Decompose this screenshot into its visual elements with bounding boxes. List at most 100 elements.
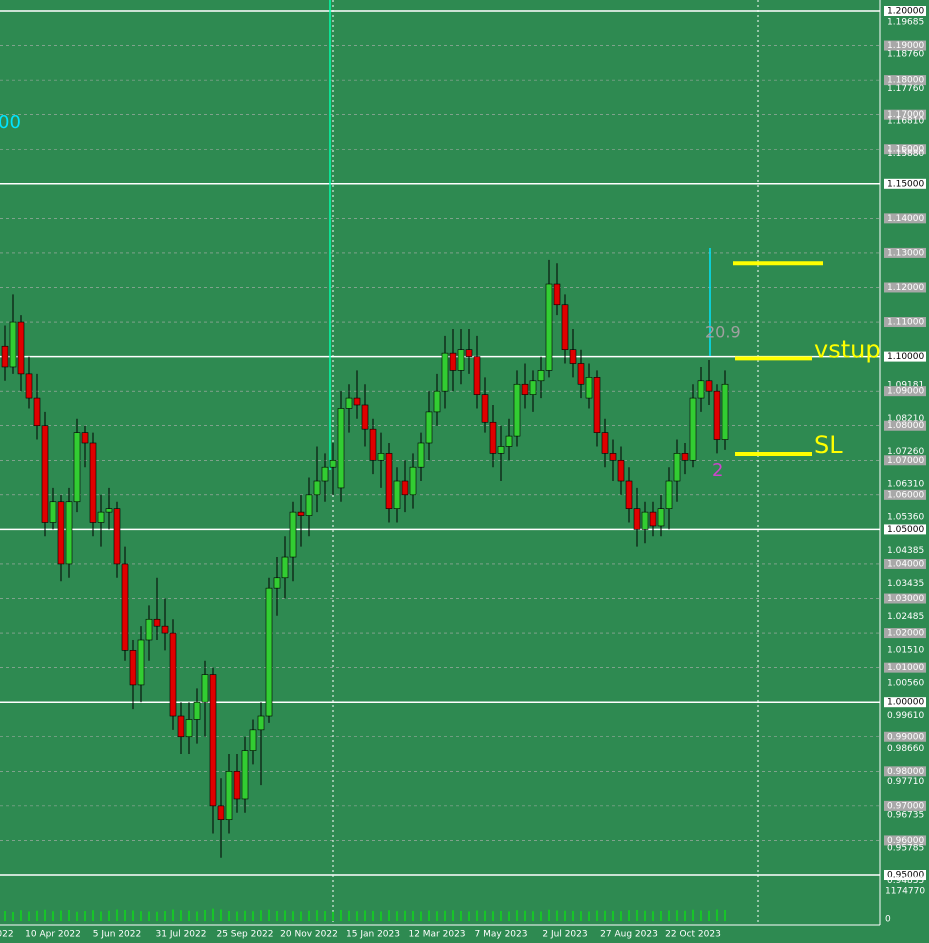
candle-body xyxy=(641,511,649,530)
x-tick-label: 25 Sep 2022 xyxy=(216,930,273,940)
annotation-label: SL xyxy=(814,431,843,459)
candle-body xyxy=(689,397,697,461)
candle-body xyxy=(601,432,609,454)
candle-body xyxy=(65,501,73,565)
y-tick-label: 1.19000 xyxy=(887,41,924,51)
y-tick-label: 1.09181 xyxy=(887,380,924,390)
candle-body xyxy=(625,480,633,509)
candle-body xyxy=(97,511,105,523)
tick-label-box xyxy=(884,662,926,673)
candle-body xyxy=(161,625,169,634)
candle-body xyxy=(521,383,529,395)
candle-body xyxy=(145,618,153,641)
tick-label-box xyxy=(884,628,926,639)
candle-body xyxy=(473,356,481,395)
y-tick-label: 1.08000 xyxy=(887,421,924,431)
y-tick-label: 1.00560 xyxy=(887,678,924,688)
candle-body xyxy=(257,715,265,731)
candle-body xyxy=(121,563,129,651)
candle-body xyxy=(73,432,81,503)
candle-body xyxy=(649,511,657,527)
tick-label-box xyxy=(884,6,926,16)
x-tick-label: 10 Apr 2022 xyxy=(25,930,81,940)
x-tick-label: 31 Jul 2022 xyxy=(156,930,207,940)
candle-body xyxy=(17,321,25,375)
candle-body xyxy=(169,632,177,717)
candle-body xyxy=(217,805,225,821)
tick-label-box xyxy=(884,800,926,811)
candle-body xyxy=(25,373,33,399)
tick-label-box xyxy=(884,144,926,155)
x-tick-label: 7 May 2023 xyxy=(475,930,528,940)
candle-body xyxy=(505,435,513,447)
candle-body xyxy=(681,453,689,461)
y-tick-label: 0.96000 xyxy=(887,836,924,846)
y-tick-label: 1.07260 xyxy=(887,447,924,457)
y-tick-label: 1.04000 xyxy=(887,559,924,569)
candle-body xyxy=(289,511,297,558)
y-tick-label: 1.07000 xyxy=(887,456,924,466)
y-tick-label: 1.02000 xyxy=(887,629,924,639)
tick-label-box xyxy=(884,593,926,604)
tick-label-box xyxy=(884,489,926,500)
y-tick-label: 1.10000 xyxy=(887,352,924,362)
candle-body xyxy=(705,380,713,392)
candle-body xyxy=(489,421,497,454)
tick-label-box xyxy=(884,351,926,362)
y-tick-label: 1.06000 xyxy=(887,490,924,500)
candle-body xyxy=(433,390,441,413)
note: 00 xyxy=(0,112,21,133)
volume-tick-label: 1174770 xyxy=(885,887,925,897)
candle-body xyxy=(193,701,201,720)
y-tick-label: 0.98660 xyxy=(887,744,924,754)
tick-label-box xyxy=(884,386,926,397)
candle-body xyxy=(153,618,161,627)
tick-label-box xyxy=(884,213,926,224)
candle-body xyxy=(513,383,521,437)
y-tick-label: 1.18000 xyxy=(887,76,924,86)
candle-body xyxy=(177,715,185,738)
annotation-label: vstup xyxy=(814,335,881,363)
candle-body xyxy=(297,511,305,516)
y-tick-label: 0.97000 xyxy=(887,801,924,811)
candle-body xyxy=(113,508,121,565)
candle-body xyxy=(265,587,273,717)
candle-body xyxy=(329,459,337,468)
y-tick-label: 1.05360 xyxy=(887,512,924,522)
candle-body xyxy=(337,408,345,489)
candle-body xyxy=(137,639,145,686)
x-tick-label: 15 Jan 2023 xyxy=(346,930,400,940)
y-tick-label: 1.12000 xyxy=(887,283,924,293)
tick-label-box xyxy=(884,282,926,293)
candle-body xyxy=(537,370,545,382)
x-tick-label: 2 Jul 2023 xyxy=(542,930,587,940)
candle-body xyxy=(33,397,41,427)
tick-label-box xyxy=(884,420,926,431)
tick-label-box xyxy=(884,40,926,51)
y-tick-label: 1.15880 xyxy=(887,149,924,159)
candle-body xyxy=(81,432,89,444)
x-tick-label: 12 Mar 2023 xyxy=(408,930,465,940)
candle-body xyxy=(617,459,625,482)
candle-body xyxy=(449,352,457,371)
y-tick-label: 1.16000 xyxy=(887,145,924,155)
candle-body xyxy=(673,453,681,482)
candle-body xyxy=(345,397,353,409)
tick-label-box xyxy=(884,697,926,708)
candle-body xyxy=(305,494,313,516)
volume-tick-label: 0 xyxy=(885,915,891,925)
y-tick-label: 0.97710 xyxy=(887,777,924,787)
candle-body xyxy=(385,453,393,509)
candle-body xyxy=(401,480,409,496)
y-tick-label: 1.11000 xyxy=(887,318,924,328)
tick-label-box xyxy=(884,75,926,86)
y-tick-label: 1.17760 xyxy=(887,84,924,94)
y-tick-label: 1.02485 xyxy=(887,612,924,622)
candle-body xyxy=(697,380,705,399)
tick-label-box xyxy=(884,524,926,535)
y-tick-label: 1.16810 xyxy=(887,117,924,127)
y-tick-label: 1.19685 xyxy=(887,17,924,27)
candle-body xyxy=(57,501,65,565)
y-tick-label: 1.08210 xyxy=(887,414,924,424)
